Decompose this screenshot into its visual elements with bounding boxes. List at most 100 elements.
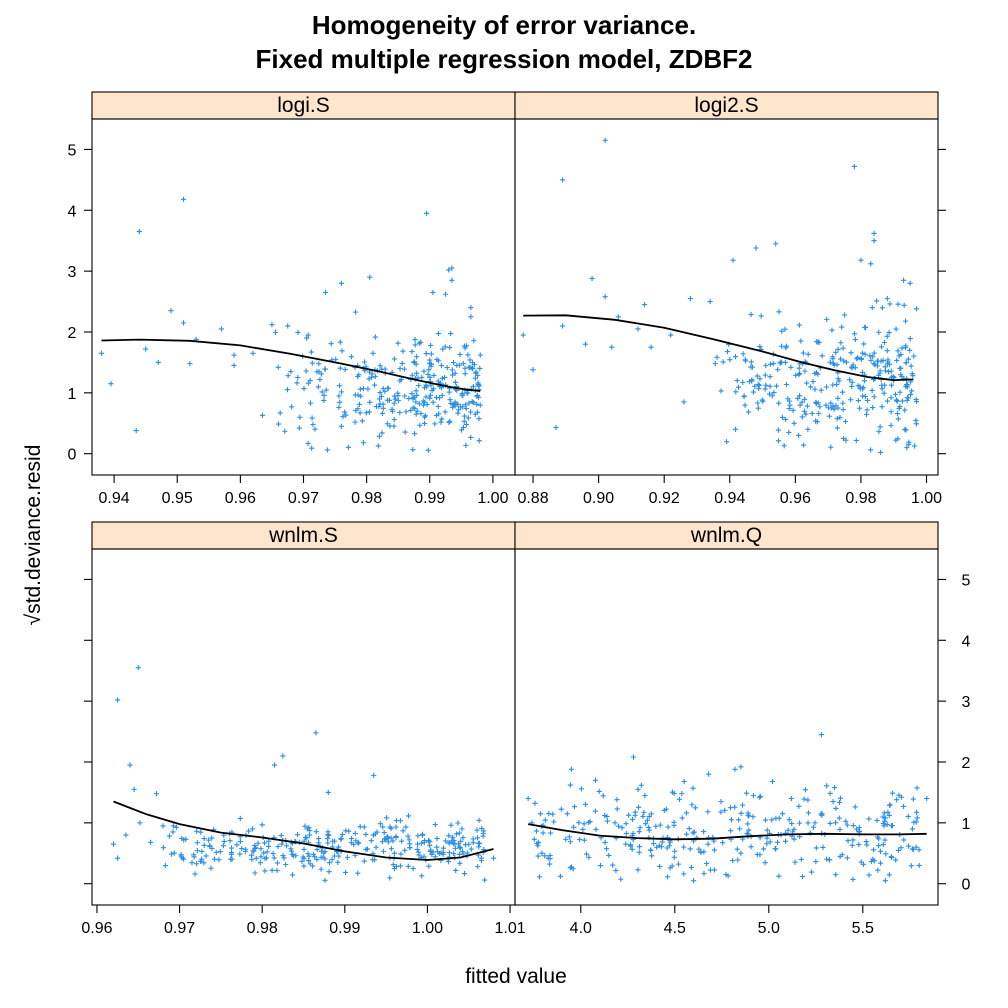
data-point [829,327,835,333]
data-point [447,418,453,425]
data-point [477,840,483,846]
data-point [533,828,540,834]
panel-logi-S: logi.S 0.94 0.95 0.96 0.97 0.98 0.99 1.00 0 1 2 3 4 5 [68,91,516,507]
data-point [886,802,893,808]
data-point [865,397,871,404]
data-point [306,824,312,831]
data-point [882,368,889,374]
data-point [470,365,476,372]
data-point [828,444,834,450]
data-point [426,360,433,366]
y-tick-label: 1 [962,816,971,833]
data-point [644,817,651,823]
data-point [902,344,909,351]
data-point [372,334,378,340]
data-point [843,359,850,365]
data-point [791,836,797,842]
data-point [606,852,612,859]
data-point [540,830,546,836]
data-point [136,228,142,235]
data-point [871,230,877,237]
data-point [783,381,790,388]
data-point [460,404,466,410]
data-point [465,352,471,358]
data-point [837,356,844,362]
data-point [882,818,888,824]
panel-wnlm-S: wnlm.S 0.96 0.97 0.98 0.99 1.00 1.01 [81,521,526,937]
data-point [297,414,303,420]
data-point [338,423,344,429]
data-point [469,360,476,366]
data-point [571,824,577,830]
data-point [899,398,905,404]
data-point [467,357,473,363]
data-point [809,410,815,417]
data-point [384,421,390,427]
data-point [840,406,846,413]
data-point [532,800,538,806]
data-point [459,826,465,832]
data-point [299,858,305,864]
data-point [390,838,396,844]
data-point [363,831,369,838]
data-point [586,819,592,826]
data-point [881,339,888,346]
data-point [203,853,209,859]
data-point [603,846,610,852]
data-point [326,869,332,875]
data-point [294,832,301,838]
data-point [905,356,912,362]
data-point [749,378,755,384]
data-point [380,824,386,830]
data-point [597,862,604,869]
x-tick-label: 4.5 [664,920,686,937]
data-point [850,362,856,368]
data-point [301,385,307,392]
data-point [250,848,256,854]
data-point [208,865,214,871]
data-point [316,361,322,367]
data-point [352,419,358,425]
data-point [380,848,387,854]
data-point [322,366,328,372]
data-point [767,839,773,845]
data-point [736,817,742,823]
data-point [884,398,891,404]
panel-frame [514,548,939,906]
data-point [886,812,892,818]
data-point [798,856,804,863]
data-point [410,866,416,872]
data-point [110,841,117,847]
data-point [893,397,900,403]
data-point [890,373,896,380]
data-point [905,813,911,820]
data-point [641,809,647,815]
data-point [754,373,760,379]
data-point [902,318,909,324]
data-point [906,439,912,445]
data-point [625,812,632,818]
data-point [377,363,383,369]
data-point [758,313,764,319]
data-point [337,365,343,371]
data-point [403,409,409,415]
data-point [170,823,177,829]
data-point [743,790,750,796]
data-point [466,400,472,406]
data-point [839,389,846,395]
data-point [862,351,868,357]
data-point [356,401,363,407]
data-point [530,367,536,373]
data-point [843,818,849,824]
data-point [630,754,637,760]
data-point [718,799,724,805]
data-point [306,832,313,838]
data-point [864,407,870,413]
data-point [769,817,775,823]
y-tick-label: 3 [68,264,77,281]
data-point [402,393,408,399]
data-point [557,873,563,879]
smooth-line [101,338,481,392]
data-point [337,339,343,345]
